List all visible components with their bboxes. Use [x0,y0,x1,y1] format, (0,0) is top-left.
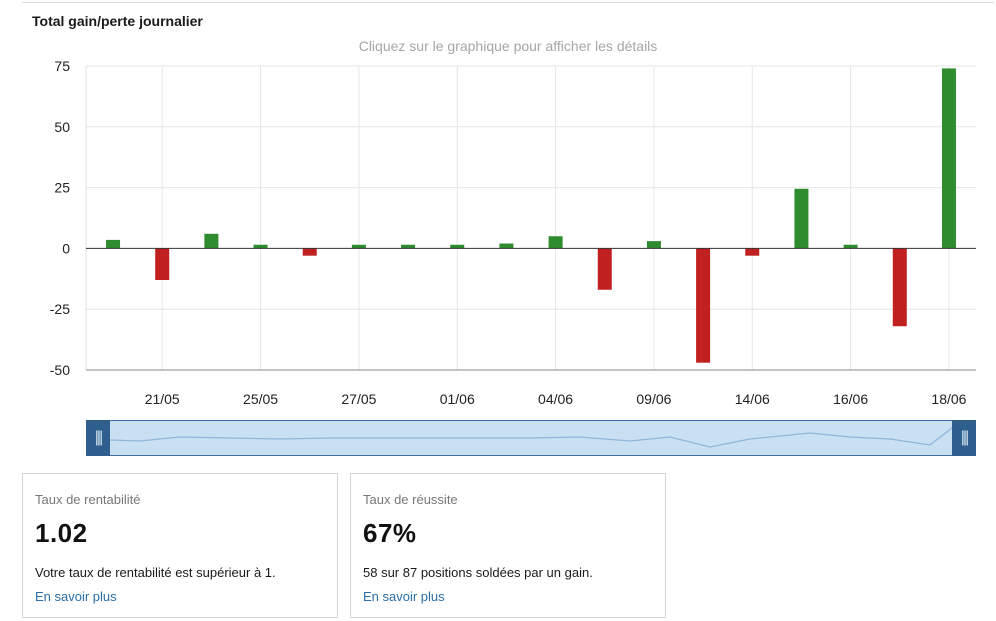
y-tick-label: 50 [54,119,70,135]
bar[interactable] [646,241,661,249]
x-tick-label: 04/06 [538,391,573,407]
bar[interactable] [351,244,366,249]
bar[interactable] [745,248,760,256]
top-divider [22,2,994,3]
section-title: Total gain/perte journalier [32,13,203,29]
x-tick-label: 25/05 [243,391,278,407]
card-label: Taux de rentabilité [35,492,141,507]
bar[interactable] [794,188,809,249]
x-tick-label: 14/06 [735,391,770,407]
navigator-series-line [110,427,952,448]
y-tick-label: 0 [62,240,70,256]
learn-more-link[interactable]: En savoir plus [363,589,445,604]
learn-more-link[interactable]: En savoir plus [35,589,117,604]
bar[interactable] [155,248,170,281]
y-tick-label: -50 [50,362,70,378]
bar[interactable] [696,248,711,363]
chart-navigator[interactable]: ||| ||| [86,420,976,456]
x-tick-label: 01/06 [440,391,475,407]
bar[interactable] [106,239,121,249]
bar[interactable] [499,243,514,249]
card-value: 67% [363,518,417,548]
y-tick-label: 25 [54,180,70,196]
grip-icon: ||| [94,429,104,446]
chart-hint: Cliquez sur le graphique pour afficher l… [358,38,658,54]
bar[interactable] [450,244,465,249]
bar[interactable] [597,248,612,290]
navigator-right-handle[interactable]: ||| [952,420,976,456]
bar[interactable] [548,236,563,249]
grip-icon: ||| [960,429,970,446]
card-label: Taux de réussite [363,492,458,507]
bar[interactable] [253,244,268,249]
y-tick-label: 75 [54,58,70,74]
x-tick-label: 16/06 [833,391,868,407]
card-description: 58 sur 87 positions soldées par un gain. [363,565,593,580]
bar[interactable] [204,233,219,249]
bar[interactable] [302,248,317,256]
card-value: 1.02 [35,518,88,548]
daily-gain-loss-chart[interactable]: 75 50 25 0 -25 -50 21/05 25/05 27/05 01/06 04/06 09… [0,0,996,415]
profitability-card: Taux de rentabilité 1.02 Votre taux de r… [22,473,338,618]
bar[interactable] [843,244,858,249]
x-tick-label: 18/06 [931,391,966,407]
success-rate-card: Taux de réussite 67% 58 sur 87 positions… [350,473,666,618]
x-tick-label: 21/05 [145,391,180,407]
x-tick-label: 09/06 [636,391,671,407]
x-tick-label: 27/05 [341,391,376,407]
y-tick-label: -25 [50,301,70,317]
navigator-left-handle[interactable]: ||| [86,420,110,456]
bar[interactable] [892,248,907,327]
bar[interactable] [941,68,956,249]
bar[interactable] [401,244,416,249]
card-description: Votre taux de rentabilité est supérieur … [35,565,276,580]
